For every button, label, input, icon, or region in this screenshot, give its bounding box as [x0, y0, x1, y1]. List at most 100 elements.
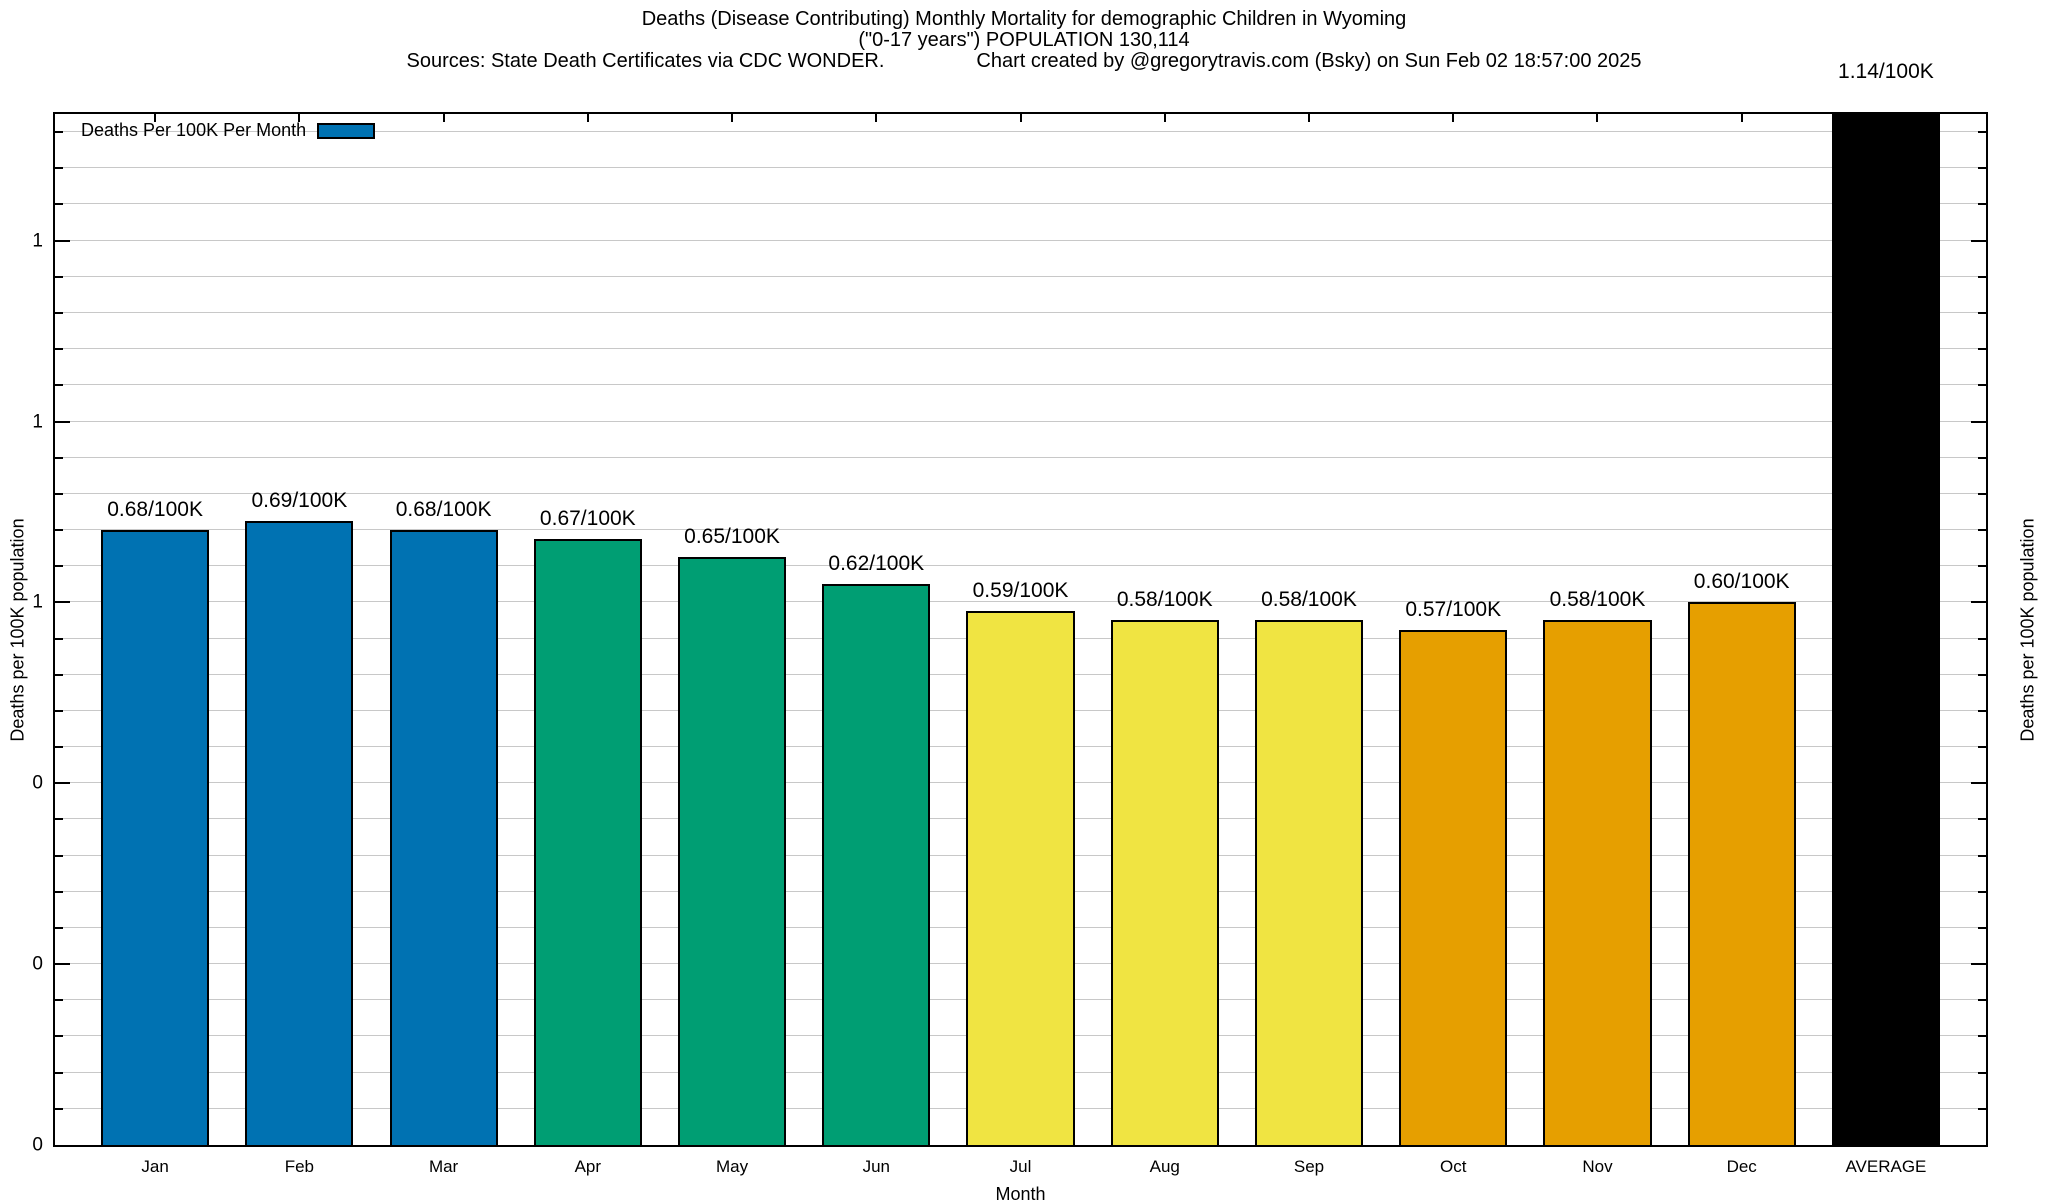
chart-title-block: Deaths (Disease Contributing) Monthly Mo… [0, 9, 2048, 72]
bar-apr [533, 539, 642, 1145]
y-tick-label: 0 [32, 772, 43, 794]
x-tick-top [875, 114, 878, 122]
legend-swatch [317, 122, 376, 139]
bar-slot-average: 1.14/100K AVERAGE [1814, 60, 1958, 1176]
x-tick-label-mar: Mar [428, 1157, 459, 1176]
y-minor-tick-left [55, 456, 63, 459]
y-minor-gridline [55, 311, 1986, 313]
x-tick-label-nov: Nov [1582, 1157, 1613, 1176]
y-minor-tick-left [55, 131, 63, 134]
y-minor-tick-right [1978, 818, 1986, 821]
y-major-tick-left [55, 782, 70, 785]
x-tick-top [1740, 114, 1743, 122]
x-tick-label-may: May [715, 1157, 749, 1176]
y-minor-tick-left [55, 492, 63, 495]
bar-value-label-aug: 0.58/100K [1116, 588, 1213, 612]
chart-title-line2: ("0-17 years") POPULATION 130,114 [858, 29, 1190, 51]
y-minor-tick-right [1978, 673, 1986, 676]
y-minor-tick-right [1978, 275, 1986, 278]
legend: Deaths Per 100K Per Month [81, 120, 376, 141]
y-minor-tick-left [55, 565, 63, 568]
y-minor-tick-left [55, 529, 63, 532]
y-minor-tick-left [55, 348, 63, 351]
x-tick-top [1307, 114, 1310, 122]
bar-slot-apr: 0.67/100K Apr [516, 114, 660, 1176]
y-minor-tick-right [1978, 456, 1986, 459]
bar-value-label-jun: 0.62/100K [828, 552, 925, 576]
y-major-tick-right [1971, 601, 1986, 604]
legend-label: Deaths Per 100K Per Month [81, 120, 307, 140]
bar-mar [389, 530, 498, 1145]
y-tick-label: 1 [32, 230, 43, 252]
bars-container: 0.68/100K Jan 0.69/100K Feb 0.68/100K Mar 0.67… [55, 60, 1986, 1176]
x-tick-label-oct: Oct [1439, 1157, 1467, 1176]
y-minor-tick-left [55, 818, 63, 821]
bar-slot-mar: 0.68/100K Mar [371, 114, 515, 1176]
y-minor-gridline [55, 203, 1986, 205]
y-minor-tick-left [55, 709, 63, 712]
y-minor-gridline [55, 529, 1986, 531]
y-minor-tick-right [1978, 1071, 1986, 1074]
y-minor-tick-right [1978, 854, 1986, 857]
bar-may [677, 557, 787, 1145]
y-tick-label: 0 [32, 953, 43, 975]
x-tick-top [1884, 114, 1887, 122]
x-axis-title: Month [995, 1184, 1046, 1200]
bar-slot-may: 0.65/100K May [660, 114, 804, 1176]
y-minor-tick-left [55, 1071, 63, 1074]
x-tick-label-jul: Jul [1009, 1157, 1032, 1176]
y-major-tick-right [1971, 420, 1986, 423]
y-minor-tick-right [1978, 131, 1986, 134]
bar-slot-nov: 0.58/100K Nov [1525, 114, 1669, 1176]
chart-credit-text: Chart created by @gregorytravis.com (Bsk… [976, 50, 1642, 72]
y-minor-tick-right [1978, 565, 1986, 568]
y-minor-tick-left [55, 311, 63, 314]
x-tick-label-apr: Apr [574, 1157, 602, 1176]
y-minor-tick-right [1978, 890, 1986, 893]
y-minor-tick-left [55, 746, 63, 749]
x-tick-top [1019, 114, 1022, 122]
bar-feb [245, 520, 354, 1145]
y-axis-title-left: Deaths per 100K population [7, 518, 28, 742]
y-minor-tick-right [1978, 492, 1986, 495]
bar-value-label-may: 0.65/100K [684, 525, 780, 549]
y-minor-gridline [55, 492, 1986, 494]
y-minor-tick-left [55, 167, 63, 170]
bar-jul [966, 611, 1075, 1145]
y-major-tick-left [55, 239, 70, 242]
y-minor-tick-right [1978, 311, 1986, 314]
x-tick-top [1452, 114, 1455, 122]
y-minor-tick-right [1978, 348, 1986, 351]
y-minor-tick-right [1978, 203, 1986, 206]
x-tick-label-sep: Sep [1293, 1157, 1325, 1176]
bar-value-label-nov: 0.58/100K [1549, 588, 1646, 612]
x-tick-label-aug: Aug [1149, 1157, 1180, 1176]
y-major-tick-right [1971, 239, 1986, 242]
bar-nov [1543, 620, 1652, 1145]
y-tick-label: 1 [32, 411, 43, 432]
bar-oct [1399, 629, 1508, 1145]
x-tick-label-jan: Jan [141, 1157, 169, 1176]
y-minor-tick-left [55, 854, 63, 857]
bar-value-label-apr: 0.67/100K [539, 507, 636, 531]
y-minor-tick-right [1978, 1107, 1986, 1110]
x-tick-top [154, 114, 157, 122]
y-minor-tick-right [1978, 999, 1986, 1002]
x-tick-label-average: AVERAGE [1845, 1157, 1927, 1176]
y-major-tick-left [55, 420, 70, 423]
y-minor-tick-left [55, 637, 63, 640]
y-minor-tick-left [55, 926, 63, 929]
y-minor-gridline [55, 456, 1986, 458]
y-minor-gridline [55, 348, 1986, 350]
y-minor-tick-left [55, 1107, 63, 1110]
bar-jan [101, 530, 210, 1145]
y-major-tick-right [1971, 963, 1986, 966]
y-minor-gridline [55, 131, 1986, 133]
bar-slot-feb: 0.69/100K Feb [227, 114, 371, 1176]
bar-slot-oct: 0.57/100K Oct [1381, 114, 1525, 1176]
y-minor-tick-left [55, 203, 63, 206]
chart-title-line3: Sources: State Death Certificates via CD… [0, 51, 2048, 72]
y-tick-label: 0 [32, 1134, 43, 1156]
y-major-gridline [55, 239, 1986, 241]
